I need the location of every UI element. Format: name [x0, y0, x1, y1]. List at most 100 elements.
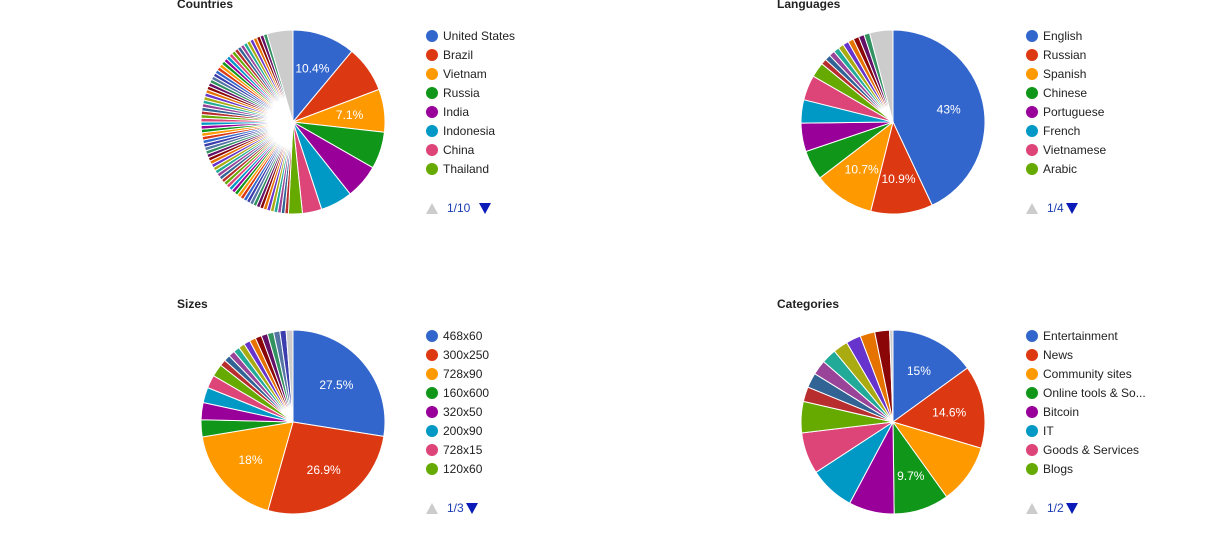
legend-swatch [426, 349, 438, 361]
legend-label: 200x90 [443, 424, 483, 438]
countries-pager: 1/10 [426, 200, 506, 216]
slice-label: 10.9% [881, 172, 915, 186]
page-indicator: 1/2 [1047, 501, 1064, 515]
legend-swatch [426, 49, 438, 61]
legend-swatch [1026, 163, 1038, 175]
countries-pie: 10.4% 7.1% [200, 29, 386, 215]
legend-label: Thailand [443, 162, 490, 176]
legend-swatch [1026, 144, 1038, 156]
legend-swatch [1026, 106, 1038, 118]
legend-swatch [1026, 125, 1038, 137]
legend-label: 468x60 [443, 329, 483, 343]
legend-swatch [1026, 330, 1038, 342]
legend-label: Vietnamese [1043, 143, 1107, 157]
languages-pager: 1/4 [1026, 200, 1106, 216]
pie-slice[interactable] [891, 367, 986, 449]
languages-pie: 43% 10.9%10.7% [800, 29, 986, 215]
legend-label: Entertainment [1043, 329, 1118, 343]
legend-swatch [426, 30, 438, 42]
categories-chart: Categories 15% 14.6% 9.7% Entertainment New… [777, 297, 1231, 542]
legend-swatch [1026, 87, 1038, 99]
prev-page-icon [1026, 203, 1038, 214]
legend-label: News [1043, 348, 1074, 362]
slice-label: 15% [907, 364, 931, 378]
pie-slice[interactable] [267, 421, 385, 515]
next-page-icon[interactable] [1066, 503, 1078, 514]
legend-label: United States [443, 29, 516, 43]
pie-slice[interactable] [292, 329, 386, 437]
slice-label: 26.9% [307, 463, 341, 477]
legend-label: Arabic [1043, 162, 1078, 176]
legend-label: Chinese [1043, 86, 1088, 100]
legend-swatch [1026, 49, 1038, 61]
legend-label: Spanish [1043, 67, 1087, 81]
legend-label: Brazil [443, 48, 474, 62]
legend-label: 300x250 [443, 348, 490, 362]
legend-swatch [426, 163, 438, 175]
pie-slice[interactable] [892, 329, 969, 423]
legend-swatch [426, 444, 438, 456]
legend-swatch [426, 330, 438, 342]
legend-label: 728x90 [443, 367, 483, 381]
legend-label: Goods & Services [1043, 443, 1140, 457]
legend-swatch [426, 387, 438, 399]
slice-label: 7.1% [336, 108, 364, 122]
legend-label: French [1043, 124, 1081, 138]
legend-swatch [1026, 425, 1038, 437]
categories-pie: 15% 14.6% 9.7% [800, 329, 986, 515]
next-page-icon[interactable] [466, 503, 478, 514]
legend-swatch [1026, 368, 1038, 380]
pie-slice[interactable] [201, 421, 294, 512]
slice-label: 43% [937, 103, 961, 117]
slice-label: 14.6% [932, 405, 966, 419]
page-indicator: 1/10 [447, 201, 471, 215]
legend-label: English [1043, 29, 1083, 43]
pie-slice[interactable] [889, 329, 894, 423]
chart-title: Sizes [177, 297, 208, 311]
legend-swatch [426, 106, 438, 118]
legend-label: Russia [443, 86, 480, 100]
legend-swatch [426, 368, 438, 380]
legend-label: China [443, 143, 475, 157]
pie-slice[interactable] [266, 29, 294, 123]
legend-label: Vietnam [443, 67, 487, 81]
pie-slice[interactable] [285, 329, 294, 423]
languages-chart: Languages 43% 10.9% 10.7% English Russian Sp… [777, 0, 1231, 242]
prev-page-icon [426, 503, 438, 514]
legend-swatch [426, 125, 438, 137]
slice-label: 10.7% [845, 163, 879, 177]
countries-chart: Countries 10.4% 7.1% United States Brazil V… [177, 0, 697, 242]
prev-page-icon [426, 203, 438, 214]
legend-label: 728x15 [443, 443, 483, 457]
legend-label: Bitcoin [1043, 405, 1080, 419]
prev-page-icon [1026, 503, 1038, 514]
legend-swatch [1026, 349, 1038, 361]
chart-title: Languages [777, 0, 841, 11]
chart-title: Categories [777, 297, 840, 311]
slice-label: 10.4% [295, 61, 329, 75]
legend-swatch [426, 144, 438, 156]
slice-label: 27.5% [319, 378, 353, 392]
legend-swatch [1026, 444, 1038, 456]
next-page-icon[interactable] [1066, 203, 1078, 214]
legend-label: Russian [1043, 48, 1087, 62]
legend-swatch [1026, 463, 1038, 475]
legend-label: 120x60 [443, 462, 483, 476]
pie-slice[interactable] [892, 29, 986, 206]
page-indicator: 1/3 [447, 501, 464, 515]
slice-label: 18% [238, 453, 262, 467]
slice-label: 9.7% [897, 469, 925, 483]
categories-pager: 1/2 [1026, 500, 1106, 516]
pie-slice[interactable] [868, 29, 894, 123]
legend-label: Portuguese [1043, 105, 1105, 119]
next-page-icon[interactable] [479, 203, 491, 214]
legend-label: Community sites [1043, 367, 1132, 381]
legend-swatch [426, 463, 438, 475]
legend-swatch [426, 425, 438, 437]
legend-label: Indonesia [443, 124, 496, 138]
legend-label: Online tools & So... [1043, 386, 1146, 400]
chart-title: Countries [177, 0, 234, 11]
page-indicator: 1/4 [1047, 201, 1064, 215]
legend-label: India [443, 105, 470, 119]
legend-label: IT [1043, 424, 1054, 438]
